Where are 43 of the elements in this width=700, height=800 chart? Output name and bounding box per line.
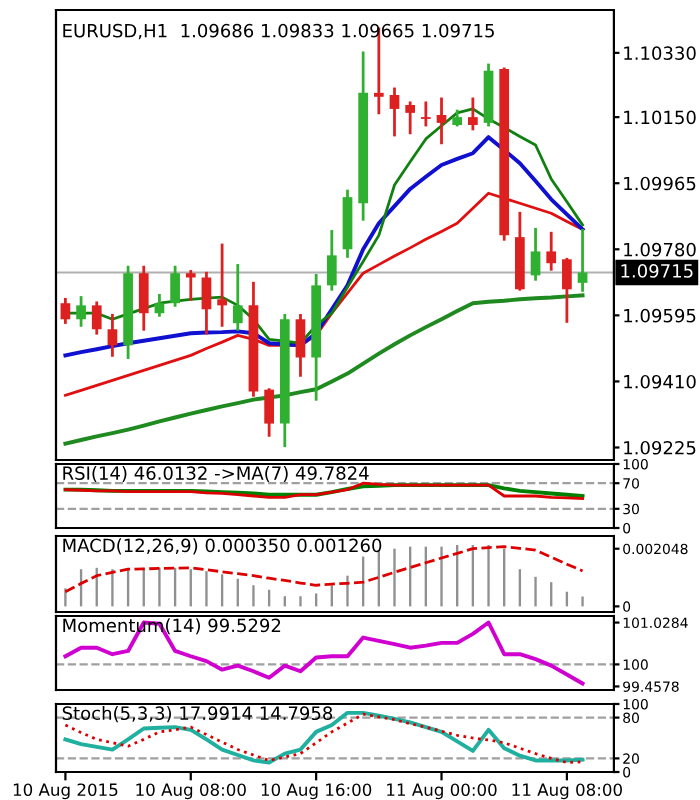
chart-title: Stoch(5,3,3) 17.9914 14.7958 bbox=[62, 706, 333, 723]
ref-line-label: 1.09715 bbox=[621, 264, 693, 278]
x-tick-label: 10 Aug 2015 bbox=[13, 783, 118, 800]
candlestick bbox=[436, 97, 447, 145]
candlestick bbox=[326, 230, 337, 291]
y-tick-label: 1.10330 bbox=[624, 46, 696, 60]
candlestick bbox=[91, 301, 102, 335]
candlestick bbox=[60, 297, 71, 324]
y-tick-label: 1.09225 bbox=[624, 440, 696, 455]
y-tick-label: 1.10150 bbox=[624, 110, 696, 125]
x-tick-label: 11 Aug 00:00 bbox=[387, 783, 497, 800]
candlestick bbox=[107, 313, 118, 357]
y-tick-label: 1.09965 bbox=[624, 176, 696, 191]
candlestick bbox=[562, 257, 572, 323]
x-tick-label: 11 Aug 08:00 bbox=[512, 783, 622, 800]
text: EURUSD,H1 1.09686 1.09833 1.09665 1.09715 bbox=[63, 23, 494, 40]
line-series bbox=[63, 135, 585, 358]
chart-title: MACD(12,26,9) 0.000350 0.001260 bbox=[63, 538, 382, 555]
chart-title: RSI(14) 46.0132 ->MA(7) 49.7824 bbox=[63, 465, 369, 483]
x-tick-label: 10 Aug 16:00 bbox=[261, 783, 372, 800]
candlestick bbox=[295, 313, 306, 377]
candlestick bbox=[201, 271, 212, 335]
x-tick-label: 10 Aug 08:00 bbox=[136, 783, 246, 800]
candlestick bbox=[530, 227, 541, 281]
candlestick bbox=[264, 388, 274, 437]
candlestick bbox=[468, 97, 478, 131]
y-tick-label: 1.09780 bbox=[624, 242, 696, 257]
candlestick bbox=[546, 231, 557, 271]
line-series bbox=[63, 620, 585, 686]
candlestick bbox=[405, 101, 416, 135]
candlestick bbox=[76, 296, 86, 327]
line-series bbox=[64, 191, 584, 397]
candlestick bbox=[389, 87, 400, 137]
candlestick bbox=[217, 243, 227, 327]
y-tick-label: 1.09410 bbox=[624, 374, 696, 389]
candlestick bbox=[185, 270, 196, 301]
y-tick-label: 1.09595 bbox=[624, 308, 696, 323]
candlestick bbox=[420, 101, 431, 127]
candlestick bbox=[154, 293, 165, 317]
candlestick bbox=[232, 263, 243, 331]
line-series bbox=[63, 293, 585, 446]
candlestick bbox=[138, 265, 149, 331]
candlestick bbox=[170, 265, 180, 307]
